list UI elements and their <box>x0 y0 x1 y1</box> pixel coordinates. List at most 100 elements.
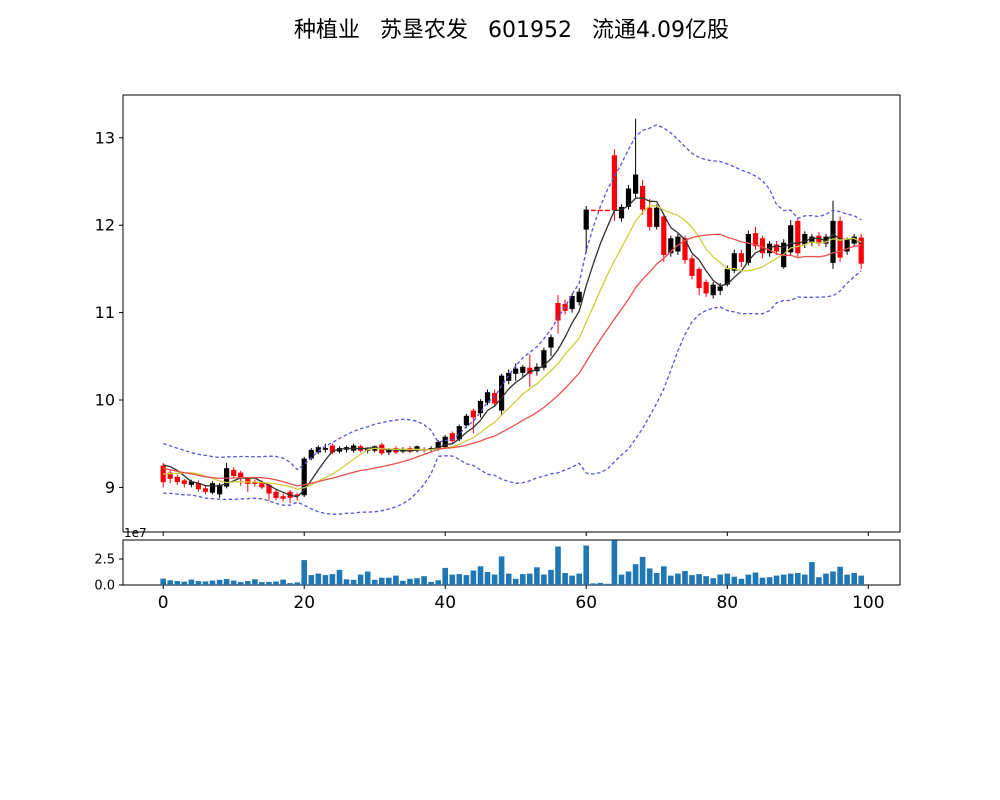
price-tick-label: 12 <box>95 216 115 235</box>
price-tick-label: 13 <box>95 128 115 147</box>
volume-tick-label: 2.5 <box>94 553 115 568</box>
bollinger-upper-line <box>162 124 862 471</box>
candle-body <box>548 337 554 348</box>
candle-body <box>731 253 737 271</box>
volume-bar <box>590 583 597 585</box>
candle-body <box>456 426 462 440</box>
bollinger-lower-line <box>163 270 862 515</box>
volume-bar <box>505 573 512 585</box>
volume-bar <box>752 572 759 585</box>
volume-bar <box>639 556 646 585</box>
candle-body <box>470 410 476 418</box>
candle-body <box>238 472 244 478</box>
main-axes-frame <box>122 94 901 533</box>
candle-body <box>294 494 300 497</box>
candle-body <box>738 253 744 262</box>
candle-body <box>654 207 660 227</box>
candle-body <box>703 282 709 294</box>
volume-bar <box>167 580 173 585</box>
volume-bar <box>773 575 780 585</box>
volume-bar <box>245 581 251 585</box>
candle-body <box>759 238 766 254</box>
candle-body <box>710 284 716 296</box>
candle-body <box>322 448 328 450</box>
volume-bar <box>576 573 582 585</box>
volume-bar <box>611 540 618 585</box>
candle-body <box>463 415 469 426</box>
candle-body <box>252 482 258 484</box>
volume-bar <box>160 578 166 585</box>
volume-bar <box>252 579 258 585</box>
volume-bar <box>393 575 399 585</box>
candle-body <box>774 244 780 252</box>
candle-body <box>668 238 674 254</box>
volume-layer <box>160 540 864 585</box>
volume-bar <box>745 574 752 585</box>
volume-bar <box>449 574 456 585</box>
candle-body <box>506 372 512 381</box>
volume-bar <box>371 579 378 585</box>
ma20-line <box>163 233 862 487</box>
volume-bar <box>604 583 611 585</box>
volume-bar <box>675 573 681 585</box>
candle-body <box>217 484 223 495</box>
candle-body <box>188 481 194 485</box>
ma5-line <box>163 197 862 498</box>
candle-body <box>830 220 836 263</box>
volume-bar <box>653 573 660 585</box>
volume-bar <box>336 569 343 585</box>
volume-bar <box>294 582 300 585</box>
price-tick-label: 11 <box>95 303 115 322</box>
volume-bar <box>759 577 766 585</box>
candle-body <box>682 238 688 261</box>
candle-body <box>231 469 237 476</box>
volume-bar <box>287 583 293 585</box>
volume-tick-label: 0.0 <box>94 579 115 594</box>
volume-bar <box>816 577 822 585</box>
volume-bar <box>329 574 336 585</box>
volume-bar <box>625 571 632 585</box>
candle-body <box>576 291 582 303</box>
candle-body <box>442 436 448 448</box>
chart-title: 种植业 苏垦农发 601952 流通4.09亿股 <box>294 18 729 43</box>
candle-body <box>618 206 625 219</box>
candle-body <box>647 207 653 227</box>
volume-bar <box>618 574 625 585</box>
volume-bar <box>343 579 350 585</box>
candle-body <box>280 496 286 499</box>
candle-body <box>696 268 702 289</box>
volume-bar <box>858 575 864 585</box>
candle-body <box>809 236 815 243</box>
candle-body <box>851 236 857 244</box>
candle-body <box>795 220 801 254</box>
candle-body <box>724 268 730 285</box>
volume-bar <box>470 570 477 585</box>
candle-body <box>534 366 540 372</box>
volume-bar <box>428 581 434 585</box>
volume-bar <box>181 581 188 585</box>
volume-bar <box>802 574 808 585</box>
volume-bar <box>308 575 315 585</box>
volume-bar <box>491 574 498 585</box>
candle-body <box>484 392 491 403</box>
candle-body <box>209 483 216 493</box>
candle-body <box>301 458 307 496</box>
volume-bar <box>512 578 519 585</box>
x-tick-label: 20 <box>293 593 315 613</box>
volume-bar <box>548 569 554 585</box>
candle-body <box>259 482 265 488</box>
ma10-line <box>163 205 862 490</box>
volume-bar <box>837 566 843 585</box>
candle-body <box>844 240 850 252</box>
candle-body <box>308 449 314 459</box>
volume-bar <box>202 581 209 585</box>
volume-bar <box>766 577 773 585</box>
volume-bar <box>738 578 745 585</box>
candle-body <box>675 236 681 252</box>
volume-bar <box>555 546 561 585</box>
candle-body <box>569 296 575 310</box>
candle-body <box>527 367 533 374</box>
volume-bar <box>823 573 829 585</box>
volume-bar <box>259 582 265 585</box>
